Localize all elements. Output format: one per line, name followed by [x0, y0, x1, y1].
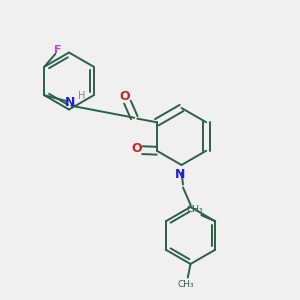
- Text: CH₃: CH₃: [177, 280, 194, 289]
- Text: F: F: [54, 45, 62, 55]
- Text: O: O: [119, 90, 130, 103]
- Text: N: N: [64, 96, 75, 109]
- Text: H: H: [77, 91, 85, 101]
- Text: CH₃: CH₃: [187, 205, 203, 214]
- Text: O: O: [132, 142, 142, 155]
- Text: N: N: [175, 167, 185, 181]
